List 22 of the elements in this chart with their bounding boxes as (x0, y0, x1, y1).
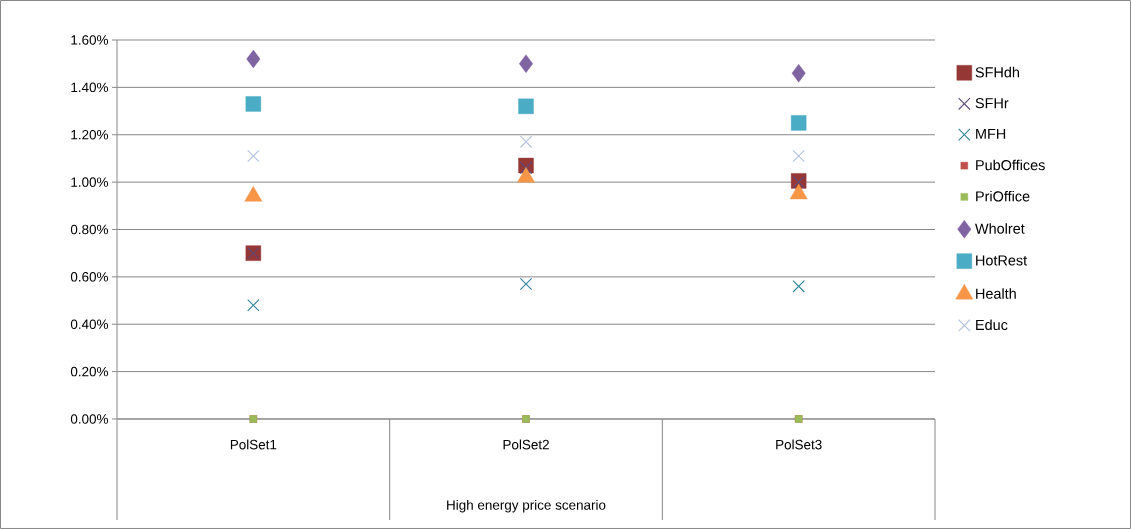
legend-label: SFHr (975, 98, 1009, 109)
y-tick-label: 0.80% (70, 224, 109, 235)
y-tick-label: 0.20% (70, 366, 109, 377)
y-tick-label: 0.40% (70, 319, 109, 329)
x-tick-label: PolSet1 (230, 439, 277, 450)
legend-label: MFH (976, 128, 1006, 139)
x-axis-title: High energy price scenario (447, 499, 606, 513)
legend-label: HotRest (976, 255, 1028, 266)
y-tick-label: 1.60% (71, 35, 109, 45)
y-tick-label: 0.00% (70, 414, 109, 424)
legend-label: SFHdh (975, 66, 1019, 78)
y-tick-label: 1.20% (71, 129, 109, 140)
legend-label: Health (976, 288, 1016, 299)
x-tick-label: PolSet3 (776, 439, 822, 450)
legend-label: Wholret (975, 223, 1025, 234)
legend-label: Educ (976, 319, 1008, 331)
y-tick-label: 1.00% (71, 177, 109, 187)
legend-label: PubOffices (976, 159, 1045, 171)
y-tick-label: 1.40% (71, 82, 109, 93)
x-tick-label: PolSet2 (503, 439, 549, 450)
y-tick-label: 0.60% (70, 272, 109, 282)
legend-label: PriOffice (976, 190, 1030, 202)
